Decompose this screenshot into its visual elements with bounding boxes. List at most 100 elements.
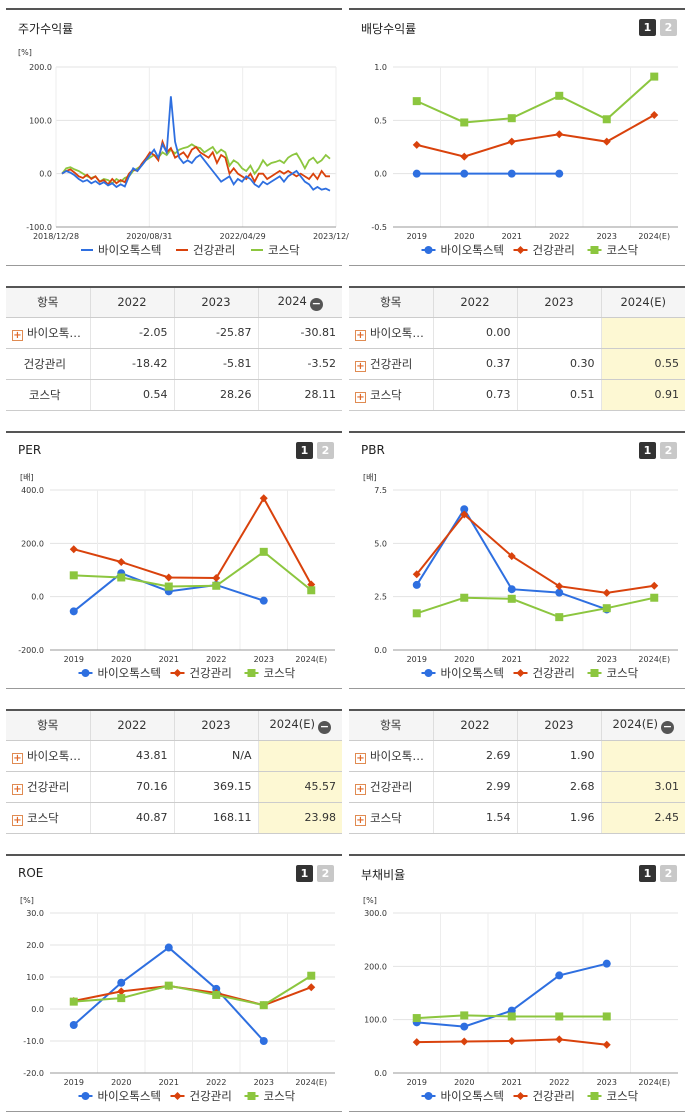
debt-ratio-panel: 부채비율 1 2 [%] 300.0 200.0 100.0 0.0 2019 2020 20…: [349, 854, 685, 1112]
data-point: [602, 1012, 611, 1021]
data-point: [69, 607, 78, 616]
top-tab-strip: [0, 0, 691, 4]
table-cell: -30.81: [258, 317, 342, 349]
column-header-label: 항목: [37, 718, 59, 733]
expand-plus-icon[interactable]: +: [355, 752, 366, 764]
column-header: 2024(E): [601, 287, 685, 318]
data-point: [212, 984, 221, 993]
row-label-cell: + 바이오톡…: [349, 317, 434, 349]
expand-plus-icon[interactable]: +: [355, 391, 366, 403]
x-tick-label: 2024(E): [638, 655, 670, 664]
table-cell: 0.91: [601, 379, 685, 411]
y-tick-label: 0.0: [374, 646, 387, 655]
row-label-cell: + 코스닥: [349, 802, 434, 834]
collapse-icon[interactable]: −: [309, 296, 323, 311]
table-cell: 45.57: [258, 771, 342, 803]
chart-legend: 바이오톡스텍 건강관리 코스닥: [78, 666, 296, 680]
x-tick-label: 2022: [206, 1078, 226, 1087]
view-1-button[interactable]: 1: [639, 442, 656, 459]
data-point: [650, 593, 659, 602]
collapse-icon[interactable]: −: [661, 719, 674, 734]
expand-plus-icon[interactable]: +: [12, 752, 23, 764]
table-row: + 코스닥 1.54 1.96 2.45: [349, 802, 685, 834]
column-header-label: 2023: [201, 718, 231, 733]
row-label: 코스닥: [28, 387, 61, 402]
data-point: [259, 494, 268, 503]
x-tick-label: 2020: [111, 1078, 131, 1087]
table-cell: 2.99: [433, 771, 518, 803]
expand-plus-icon[interactable]: +: [355, 814, 366, 826]
view-2-button[interactable]: 2: [660, 442, 677, 459]
view-1-button[interactable]: 1: [639, 19, 656, 36]
table-cell: 0.37: [433, 348, 518, 380]
row-label: 건강관리: [27, 779, 70, 794]
table-cell: 1.54: [433, 802, 518, 834]
column-header-label: 2023: [201, 295, 231, 310]
view-1-button[interactable]: 1: [296, 442, 313, 459]
data-point: [460, 510, 469, 519]
data-point: [555, 971, 564, 980]
data-point: [412, 609, 421, 618]
series-line-health: [61, 138, 330, 186]
view-2-button[interactable]: 2: [317, 442, 334, 459]
chart-legend: 바이오톡스텍 건강관리 코스닥: [421, 1089, 639, 1103]
legend-marker: [590, 1092, 599, 1100]
expand-plus-icon[interactable]: +: [12, 329, 23, 341]
y-tick-label: 5.0: [374, 539, 387, 548]
view-2-button[interactable]: 2: [660, 865, 677, 882]
table-row: + 바이오톡… 0.00: [349, 317, 685, 349]
data-point: [650, 111, 659, 119]
data-point: [555, 130, 564, 139]
table-cell: 0.54: [90, 379, 175, 411]
collapse-icon[interactable]: −: [318, 719, 331, 734]
expand-plus-icon[interactable]: +: [355, 329, 366, 341]
column-header-label: 항목: [37, 295, 59, 310]
table-cell: 1.96: [517, 802, 602, 834]
legend-marker: [173, 669, 182, 677]
series-health: [412, 111, 659, 161]
y-tick-label: -20.0: [23, 1069, 44, 1078]
x-tick-label: 2022: [206, 655, 226, 664]
panel-title: PER: [18, 443, 42, 457]
table-row: + 코스닥 40.87 168.11 23.98: [6, 802, 342, 834]
view-1-button[interactable]: 1: [296, 865, 313, 882]
data-point: [460, 169, 469, 178]
view-2-button[interactable]: 2: [317, 865, 334, 882]
y-axis-unit: [배]: [20, 473, 34, 482]
chart-legend: 바이오톡스텍 건강관리 코스닥: [78, 1089, 296, 1103]
per-panel: PER 1 2 [배] 400.0 200.0 0.0 -200.0 2019 2020 20…: [6, 431, 342, 689]
expand-plus-icon[interactable]: +: [12, 783, 23, 795]
x-tick-label: 2024(E): [638, 232, 670, 241]
data-point: [555, 613, 564, 622]
data-point: [507, 1037, 516, 1045]
x-tick-label: 2020: [454, 232, 474, 241]
legend-label: 코스닥: [607, 1089, 639, 1103]
table-cell: 28.11: [258, 379, 342, 411]
data-point: [164, 943, 173, 952]
y-tick-label: 0.5: [374, 116, 387, 125]
series-kosdaq: [412, 1011, 611, 1023]
row-label: 코스닥: [27, 810, 59, 825]
column-header: 2023: [517, 287, 602, 318]
series-line: [416, 114, 655, 158]
column-header-label: 2022: [460, 718, 490, 733]
x-tick-label: 2019: [407, 655, 427, 664]
expand-plus-icon[interactable]: +: [355, 783, 366, 795]
row-label-cell: + 코스닥: [349, 379, 434, 411]
table-cell: 40.87: [90, 802, 175, 834]
expand-plus-icon[interactable]: +: [12, 814, 23, 826]
data-point: [164, 582, 173, 591]
x-tick-label: 2022: [549, 1078, 569, 1087]
y-tick-label: 300.0: [364, 909, 387, 918]
x-tick-label: 2023/12/28: [313, 232, 359, 241]
row-label-cell: 건강관리: [6, 348, 91, 380]
expand-plus-icon[interactable]: +: [355, 360, 366, 372]
y-tick-label: 20.0: [26, 941, 44, 950]
data-point: [555, 1012, 564, 1021]
x-tick-label: 2023: [597, 655, 617, 664]
legend-label: 건강관리: [533, 243, 575, 257]
view-1-button[interactable]: 1: [639, 865, 656, 882]
y-tick-label: 0.0: [39, 170, 52, 179]
x-tick-label: 2021: [502, 655, 522, 664]
view-2-button[interactable]: 2: [660, 19, 677, 36]
